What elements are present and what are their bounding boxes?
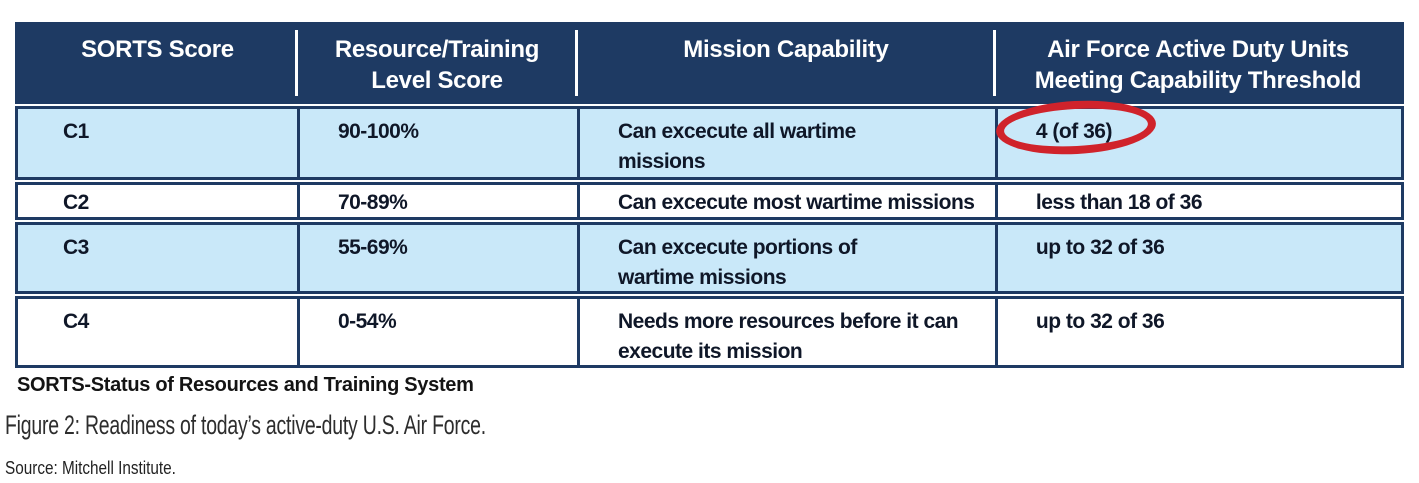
- cell-capability: Can excecute portions of wartime mission…: [576, 225, 995, 291]
- table-row-c3: C3 55-69% Can excecute portions of warti…: [15, 222, 1404, 294]
- column-header-sorts-score: SORTS Score: [81, 36, 234, 63]
- column-header-mission-capability: Mission Capability: [683, 36, 889, 63]
- cell-threshold: up to 32 of 36: [994, 299, 1401, 365]
- cell-threshold: up to 32 of 36: [994, 225, 1401, 291]
- header-divider: [992, 30, 996, 96]
- column-header-resource-training-level: Resource/Training Level Score: [334, 36, 540, 94]
- cell-capability: Can excecute most wartime missions: [576, 185, 995, 217]
- cell-level: 0-54%: [296, 299, 577, 365]
- header-divider: [575, 30, 578, 96]
- cell-threshold: 4 (of 36): [994, 109, 1401, 177]
- table-header-row: SORTS Score Resource/Training Level Scor…: [15, 22, 1404, 104]
- column-header-units-meeting-threshold: Air Force Active Duty Units Meeting Capa…: [1034, 36, 1362, 94]
- cell-threshold: less than 18 of 36: [994, 185, 1401, 217]
- table-row-c4: C4 0-54% Needs more resources before it …: [15, 296, 1404, 368]
- cell-level: 55-69%: [296, 225, 577, 291]
- readiness-table: SORTS Score Resource/Training Level Scor…: [15, 22, 1404, 368]
- table-row-c2: C2 70-89% Can excecute most wartime miss…: [15, 182, 1404, 220]
- table-row-c1: C1 90-100% Can excecute all wartime miss…: [15, 106, 1404, 180]
- source-note: Source: Mitchell Institute.: [5, 458, 176, 478]
- cell-level: 70-89%: [296, 185, 577, 217]
- cell-score: C4: [63, 310, 89, 333]
- table-footnote: SORTS-Status of Resources and Training S…: [17, 374, 474, 396]
- cell-capability: Can excecute all wartime missions: [576, 109, 995, 177]
- header-divider: [294, 30, 298, 96]
- cell-level: 90-100%: [296, 109, 577, 177]
- cell-capability: Needs more resources before it can execu…: [576, 299, 995, 365]
- cell-score: C1: [63, 120, 89, 143]
- cell-score: C2: [63, 191, 89, 214]
- figure-caption: Figure 2: Readiness of today’s active-du…: [5, 410, 486, 440]
- cell-score: C3: [63, 236, 89, 259]
